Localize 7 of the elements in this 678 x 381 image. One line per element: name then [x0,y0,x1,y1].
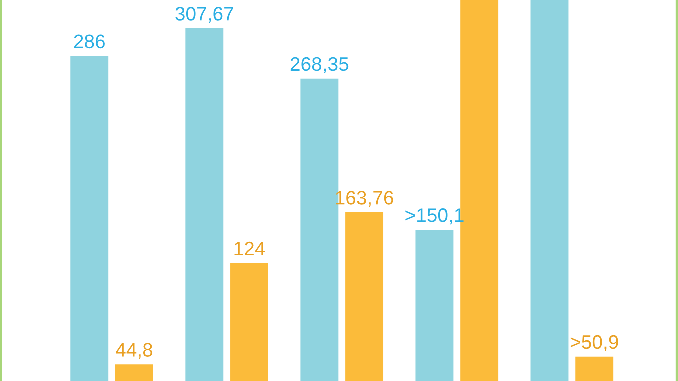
data-label: 124 [234,242,266,256]
data-label: 163,76 [336,191,394,208]
data-label: 307,67 [176,7,234,24]
data-label: >50,9 [570,335,618,352]
data-label: 268,35 [290,57,349,74]
data-label: 286 [74,34,105,49]
data-label: 44,8 [116,343,153,360]
